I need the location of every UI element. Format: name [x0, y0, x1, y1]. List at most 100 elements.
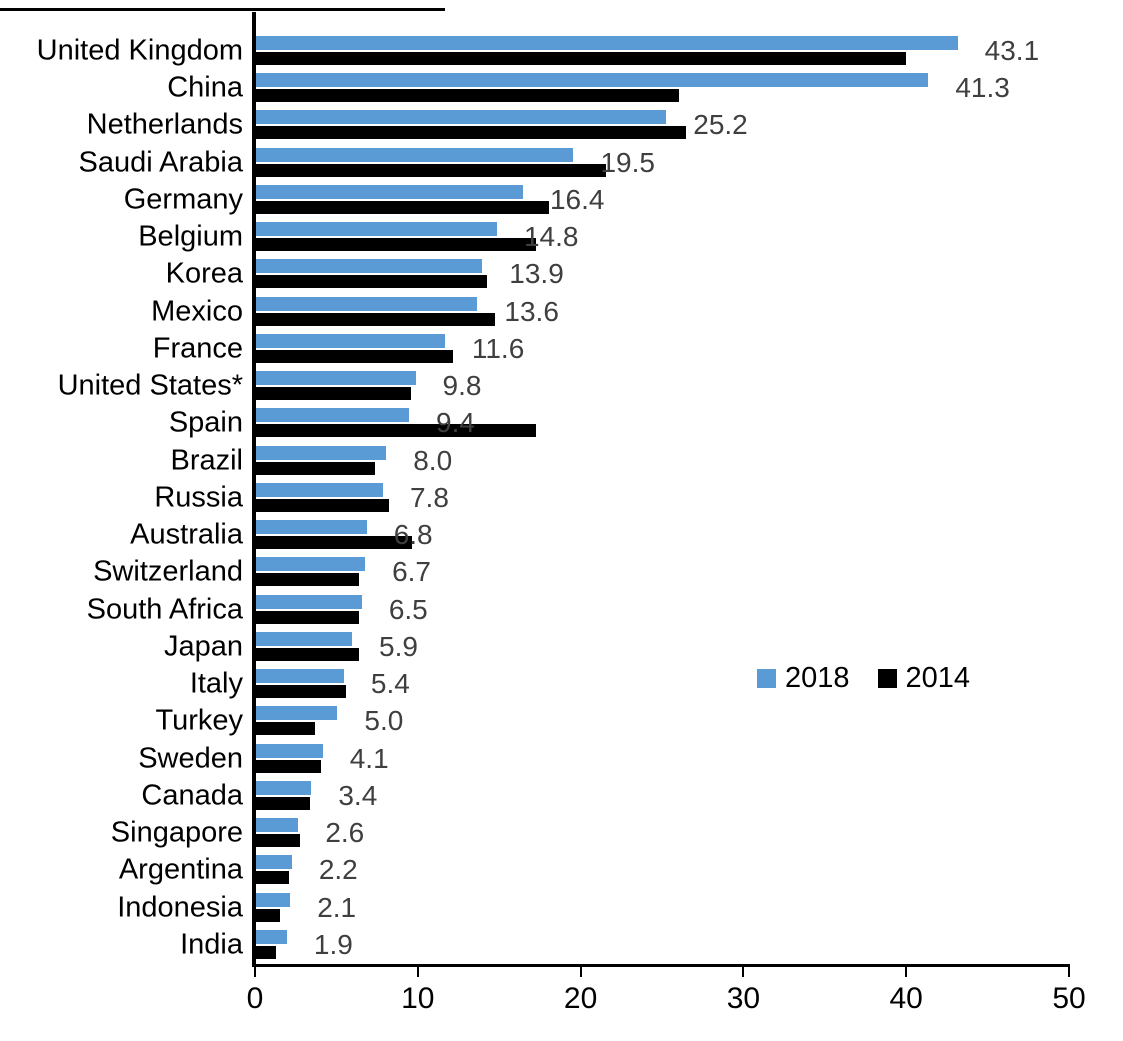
- x-tick-label: 20: [563, 982, 598, 1015]
- x-tick-label: 30: [726, 982, 761, 1015]
- y-axis-line: [252, 12, 256, 967]
- legend-label: 2018: [785, 662, 850, 694]
- bar-2018-singapore: [256, 818, 299, 833]
- bar-2018-spain: [256, 408, 410, 423]
- bar-2014-belgium: [256, 238, 537, 252]
- value-label: 8.0: [413, 444, 453, 476]
- value-label: 13.6: [504, 295, 559, 327]
- category-label: Russia: [154, 481, 243, 514]
- value-label: 9.4: [436, 407, 475, 439]
- category-label: Sweden: [138, 742, 243, 775]
- value-label: 13.9: [509, 258, 564, 290]
- value-label: 6.8: [393, 519, 433, 551]
- value-label: 43.1: [984, 35, 1040, 66]
- category-label: Saudi Arabia: [78, 146, 243, 179]
- value-label: 7.8: [409, 481, 449, 513]
- bar-2014-italy: [256, 685, 346, 699]
- bar-2014-argentina: [256, 871, 289, 885]
- bar-2014-spain: [256, 424, 537, 438]
- top-rule: [0, 8, 445, 11]
- bar-2014-south-africa: [256, 610, 359, 624]
- bar-2018-china: [256, 73, 929, 88]
- category-label: Canada: [141, 779, 243, 812]
- legend-swatch-icon: [877, 669, 897, 688]
- bar-2018-italy: [256, 669, 344, 684]
- category-label: India: [180, 928, 243, 961]
- bar-2014-indonesia: [256, 908, 281, 922]
- value-label: 11.6: [471, 332, 525, 364]
- value-label: 2.2: [318, 854, 358, 886]
- bar-2014-sweden: [256, 759, 322, 773]
- bar-2018-saudi-arabia: [256, 147, 574, 162]
- bar-2014-saudi-arabia: [256, 163, 607, 177]
- bar-2018-india: [256, 929, 287, 944]
- bar-2014-united-kingdom: [256, 52, 906, 65]
- bar-2018-south-africa: [256, 594, 362, 609]
- category-label: Germany: [123, 183, 243, 216]
- bar-2014-japan: [256, 647, 359, 661]
- bar-2014-russia: [256, 498, 390, 512]
- bar-2018-canada: [256, 780, 312, 795]
- legend-swatch-icon: [757, 669, 776, 688]
- category-label: Spain: [168, 406, 243, 439]
- category-label: Italy: [189, 667, 243, 700]
- category-label: United States*: [57, 369, 243, 402]
- bar-2018-sweden: [256, 743, 323, 758]
- category-label: Indonesia: [117, 891, 243, 924]
- value-label: 1.9: [313, 928, 353, 960]
- category-label: South Africa: [86, 593, 243, 626]
- bar-2014-india: [256, 945, 276, 959]
- category-label: Singapore: [110, 816, 243, 849]
- bar-2014-switzerland: [256, 573, 359, 587]
- bar-2014-mexico: [256, 312, 496, 326]
- bar-2014-france: [256, 349, 453, 363]
- x-tick-mark: [579, 967, 582, 977]
- category-label: Japan: [163, 630, 243, 663]
- bar-2018-mexico: [256, 296, 478, 311]
- legend: 2018 2014: [757, 662, 970, 695]
- value-label: 14.8: [523, 221, 579, 253]
- category-label: France: [152, 332, 243, 365]
- bar-2014-china: [256, 89, 680, 103]
- category-label: Switzerland: [93, 555, 243, 588]
- value-label: 41.3: [955, 72, 1010, 104]
- category-label: China: [167, 71, 243, 104]
- legend-item-2018: 2018: [757, 662, 850, 695]
- bar-2018-indonesia: [256, 892, 291, 907]
- bar-2014-germany: [256, 200, 550, 214]
- category-label: Korea: [165, 257, 243, 290]
- value-label: 5.9: [379, 630, 418, 662]
- x-tick-label: 50: [1052, 982, 1086, 1015]
- x-tick-label: 10: [401, 982, 435, 1015]
- bar-2018-turkey: [256, 706, 338, 721]
- bar-2014-australia: [256, 536, 413, 550]
- x-tick-mark: [742, 967, 745, 977]
- bar-2018-germany: [256, 184, 523, 199]
- bar-2018-korea: [256, 259, 483, 274]
- category-label: Mexico: [151, 295, 243, 328]
- value-label: 6.7: [392, 556, 431, 588]
- value-label: 2.6: [325, 817, 365, 849]
- bar-2018-united-states-: [256, 371, 416, 386]
- bar-2014-united-states-: [256, 387, 411, 401]
- value-label: 5.4: [370, 668, 410, 700]
- category-label: Netherlands: [86, 108, 243, 141]
- x-tick-mark: [1068, 967, 1070, 977]
- bar-2018-switzerland: [256, 557, 366, 572]
- legend-label: 2014: [905, 662, 971, 694]
- x-tick-mark: [905, 967, 908, 977]
- category-label: United Kingdom: [36, 34, 243, 67]
- bar-2018-belgium: [256, 222, 497, 237]
- category-label: Australia: [130, 518, 243, 551]
- value-label: 4.1: [349, 742, 389, 774]
- bar-2018-argentina: [256, 855, 292, 870]
- bar-2014-canada: [256, 796, 310, 810]
- bar-2014-singapore: [256, 834, 300, 848]
- x-tick-mark: [416, 967, 419, 977]
- value-label: 5.0: [364, 705, 404, 737]
- x-tick-label: 0: [246, 982, 264, 1015]
- x-axis-line: [252, 964, 1070, 967]
- value-label: 3.4: [338, 779, 378, 811]
- bar-2018-united-kingdom: [256, 36, 958, 50]
